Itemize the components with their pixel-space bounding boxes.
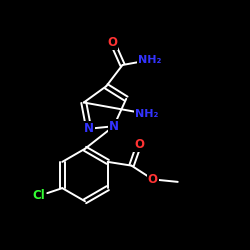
Text: NH₂: NH₂ (134, 109, 158, 119)
Text: Cl: Cl (32, 189, 45, 202)
Text: NH₂: NH₂ (138, 55, 162, 65)
Text: O: O (134, 138, 144, 151)
Text: O: O (148, 173, 158, 186)
Text: N: N (109, 120, 119, 133)
Text: O: O (108, 36, 118, 49)
Text: N: N (84, 122, 94, 135)
